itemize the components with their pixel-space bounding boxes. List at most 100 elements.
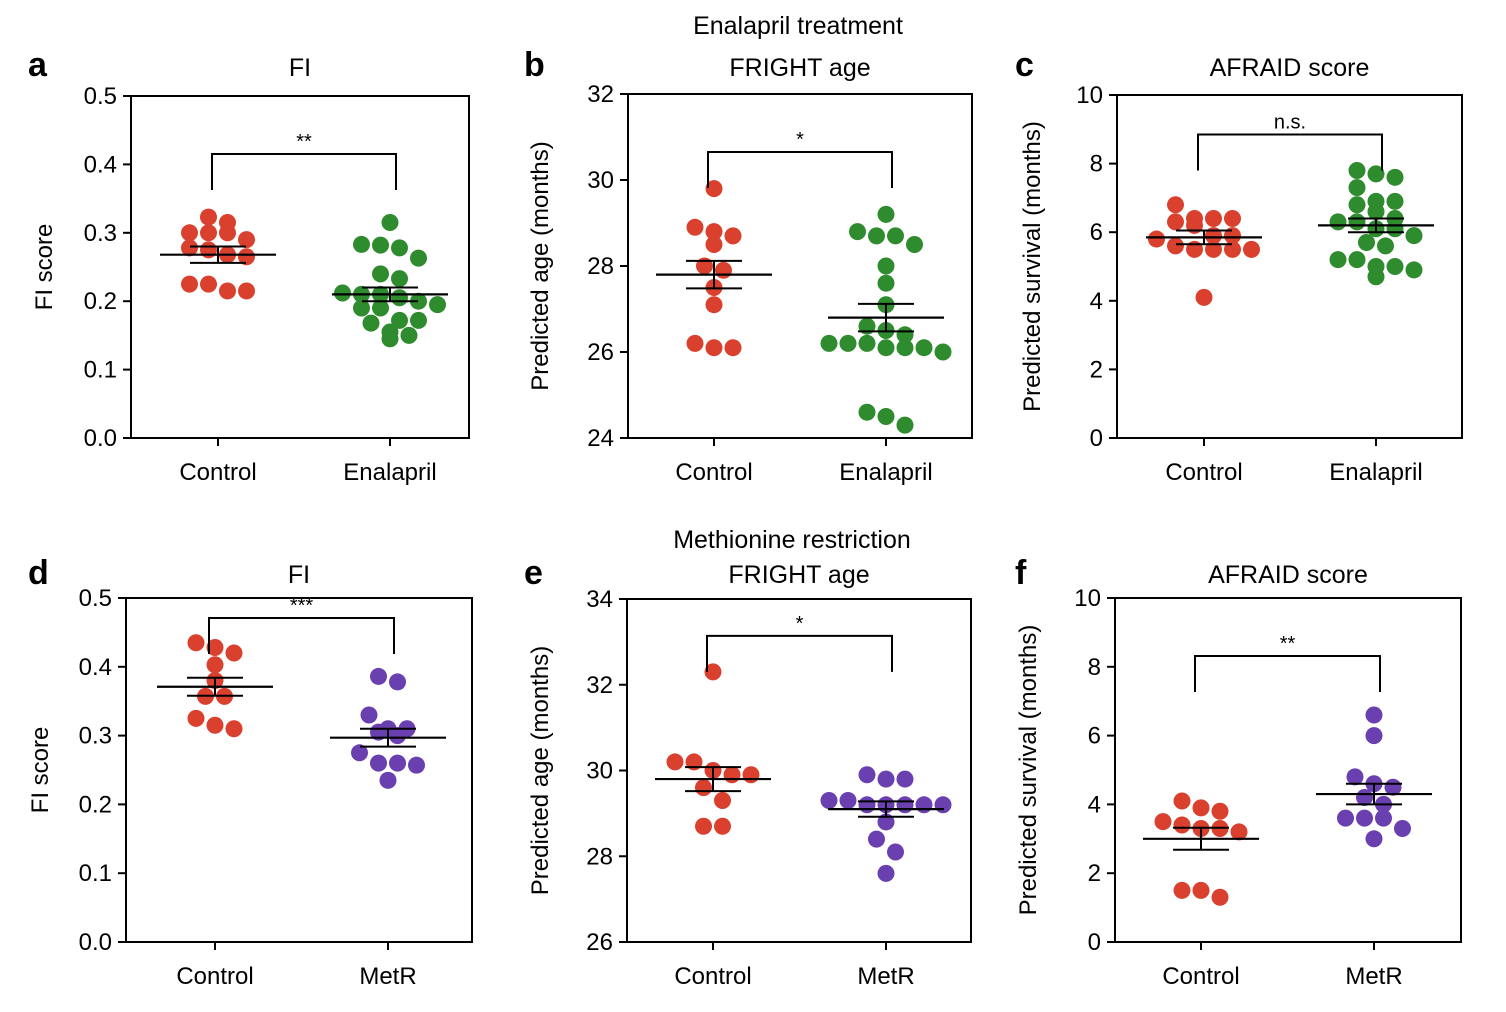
plot-frame [130,95,470,439]
data-point-control [238,231,255,249]
data-point-metr [858,796,876,814]
significance-bracket [208,617,395,654]
y-tick-label: 28 [587,253,614,280]
y-tick-label: 8 [1088,654,1101,681]
data-point-control [1224,209,1241,227]
panel-letter: c [1015,46,1034,84]
panel-title: FI [289,54,311,82]
data-point-metr [868,830,885,848]
data-point-control [666,753,684,771]
data-point-metr [360,706,378,724]
y-tick-label: 4 [1088,791,1101,818]
data-point-control [187,709,205,727]
y-axis-label: FI score [31,224,58,311]
data-point-enalapril [1377,237,1394,255]
y-tick-label: 32 [587,81,614,108]
y-tick-label: 26 [586,929,613,956]
data-point-enalapril [372,299,389,317]
data-point-control [225,644,243,662]
data-point-enalapril [1386,220,1404,238]
data-point-enalapril [915,339,933,357]
y-tick-label: 6 [1090,219,1103,246]
data-point-control [219,282,236,300]
significance-bracket [706,634,893,672]
data-point-metr [934,796,952,814]
data-point-enalapril [353,235,370,253]
y-tick-label: 30 [587,167,614,194]
data-point-control [1148,230,1165,248]
data-point-enalapril [858,403,876,421]
data-point-control [714,817,731,835]
data-point-enalapril [1367,203,1385,221]
x-category-label: Control [1165,459,1242,486]
y-tick-label: 0 [1088,929,1101,956]
data-point-enalapril [362,314,380,332]
y-tick-label: 0.1 [84,357,117,384]
significance-bracket [707,151,893,188]
data-point-metr [1365,727,1383,745]
significance-label: *** [290,595,314,617]
data-point-control [1192,799,1210,817]
data-point-enalapril [372,265,389,283]
y-tick-label: 0.4 [79,654,112,681]
data-point-enalapril [877,339,895,357]
data-point-enalapril [1348,179,1366,197]
x-category-label: Enalapril [343,459,436,486]
significance-bracket [1197,133,1383,171]
significance-label: n.s. [1274,111,1306,133]
panel-f: 0 2 4 6 8 10 Control MetR Predicted survival (mo… [1015,554,1462,990]
data-point-control [200,208,217,226]
panel-letter: a [28,46,48,84]
y-tick-label: 0 [1090,425,1103,452]
data-point-enalapril [1386,168,1404,186]
x-category-label: Control [1162,963,1239,990]
plot-frame [1116,94,1463,439]
data-point-metr [1375,809,1392,827]
data-point-enalapril [1405,261,1423,279]
panel-letter: d [28,554,49,592]
significance-label: * [796,613,804,635]
data-point-enalapril [877,274,895,292]
y-tick-label: 0.2 [79,791,112,818]
data-point-control [686,334,704,352]
panel-title: FI [288,561,310,589]
x-category-label: Enalapril [1329,459,1422,486]
data-point-control [705,180,723,198]
data-point-metr [887,843,904,861]
data-point-enalapril [887,227,904,245]
x-category-label: MetR [359,963,416,990]
data-point-enalapril [896,416,914,434]
y-tick-label: 2 [1088,860,1101,887]
data-point-enalapril [1348,161,1366,179]
significance-label: ** [296,131,312,153]
data-point-control [1205,209,1222,227]
data-point-control [1173,792,1191,810]
data-point-enalapril [410,249,427,267]
data-point-control [1243,240,1260,258]
data-point-enalapril [868,227,885,245]
panel-letter: e [524,554,543,592]
data-point-control [705,296,723,314]
data-point-metr [389,727,406,745]
data-point-enalapril [877,408,895,425]
data-point-control [705,339,723,357]
data-point-control [1167,213,1184,231]
data-point-metr [389,673,406,691]
data-point-metr [1365,830,1383,848]
significance-bracket [1194,655,1381,692]
data-point-control [200,275,217,293]
data-point-enalapril [334,284,351,302]
data-point-enalapril [400,326,418,344]
data-point-enalapril [391,289,408,307]
data-point-control [714,792,731,810]
data-point-control [1173,881,1191,899]
data-point-enalapril [391,239,408,257]
data-point-metr [858,766,876,784]
data-point-control [705,223,723,241]
data-point-enalapril [391,270,408,288]
y-tick-label: 0.4 [84,151,117,178]
data-point-enalapril [877,205,895,223]
data-point-control [705,236,723,253]
panel-title: AFRAID score [1210,54,1370,82]
panel-title: FRIGHT age [728,561,869,589]
